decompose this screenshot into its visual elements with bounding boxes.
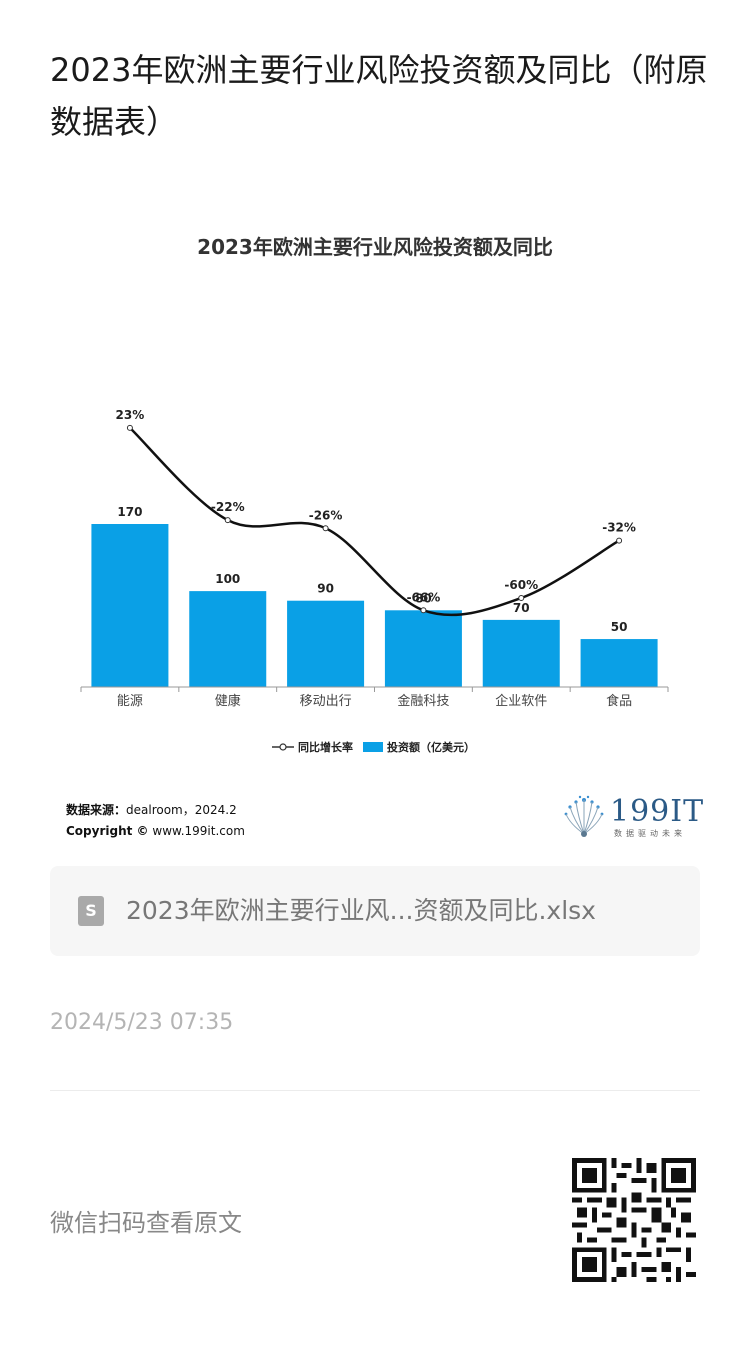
chart-svg: 2023年欧洲主要行业风险投资额及同比 170 100 90 80 70 50 23% -2… xyxy=(80,235,669,754)
source-value: dealroom，2024.2 xyxy=(126,803,237,817)
legend-bar-marker xyxy=(363,742,383,752)
logo-199it: 199IT 数据驱动未来 xyxy=(560,794,703,842)
growth-rate-point xyxy=(518,595,525,601)
publish-timestamp: 2024/5/23 07:35 xyxy=(50,1010,234,1035)
legend-line-marker-dot xyxy=(279,743,287,751)
growth-rate-label: -60% xyxy=(504,578,538,592)
x-tick-label: 食品 xyxy=(606,693,632,709)
copyright-label: Copyright © xyxy=(66,824,149,838)
bar-食品 xyxy=(580,639,658,687)
logo-text: 199IT xyxy=(610,794,705,829)
bar-value-label: 100 xyxy=(215,572,240,586)
bar-value-label: 170 xyxy=(117,505,142,519)
logo-burst-icon xyxy=(564,795,604,837)
read-original-text: 微信扫码查看原文 xyxy=(50,1209,242,1237)
growth-rate-point xyxy=(616,537,623,544)
growth-rate-point xyxy=(126,424,133,431)
growth-rate-line xyxy=(129,426,620,617)
bar-金融科技 xyxy=(384,610,462,687)
divider xyxy=(50,1090,700,1091)
bar-能源 xyxy=(91,524,169,687)
growth-rate-label: 23% xyxy=(116,408,145,422)
growth-rate-label: -32% xyxy=(602,521,636,535)
qr-code-icon[interactable] xyxy=(572,1158,696,1282)
attachment-file-name: 2023年欧洲主要行业风...资额及同比.xlsx xyxy=(126,896,596,925)
file-doc-icon: S xyxy=(78,896,104,926)
chart-card: 2023年欧洲主要行业风险投资额及同比 170 100 90 80 70 50 23% -2… xyxy=(50,205,700,855)
legend-label-growth: 同比增长率 xyxy=(298,740,353,754)
growth-rate-label: -22% xyxy=(211,500,245,514)
copyright-value: www.199it.com xyxy=(152,824,245,838)
growth-rate-point xyxy=(420,607,427,614)
source-block: 数据来源：dealroom，2024.2 Copyright © www.199… xyxy=(66,800,245,842)
bar-移动出行 xyxy=(287,600,365,687)
bar-value-label: 80 xyxy=(415,591,432,605)
bar-value-label: 70 xyxy=(513,601,530,615)
growth-rate-point xyxy=(322,525,329,532)
bar-健康 xyxy=(189,591,267,687)
bar-value-label: 50 xyxy=(611,620,628,634)
growth-rate-label: -26% xyxy=(309,508,343,522)
logo-subtitle: 数据驱动未来 xyxy=(614,829,686,838)
source-label: 数据来源： xyxy=(66,803,127,817)
x-tick-label: 移动出行 xyxy=(300,694,352,709)
x-tick-label: 金融科技 xyxy=(397,693,449,709)
x-tick-label: 能源 xyxy=(117,694,143,709)
chart-title: 2023年欧洲主要行业风险投资额及同比 xyxy=(197,235,553,259)
growth-rate-label: -66% xyxy=(407,590,441,604)
x-tick-label: 企业软件 xyxy=(495,693,547,709)
page-title: 2023年欧洲主要行业风险投资额及同比（附原数据表） xyxy=(50,51,708,141)
bar-value-label: 90 xyxy=(317,582,334,596)
legend-label-investment: 投资额（亿美元） xyxy=(387,740,475,754)
growth-rate-point xyxy=(224,517,231,524)
x-tick-label: 健康 xyxy=(215,693,241,709)
attachment-card[interactable]: S 2023年欧洲主要行业风...资额及同比.xlsx xyxy=(50,866,700,956)
bar-企业软件 xyxy=(482,619,560,687)
